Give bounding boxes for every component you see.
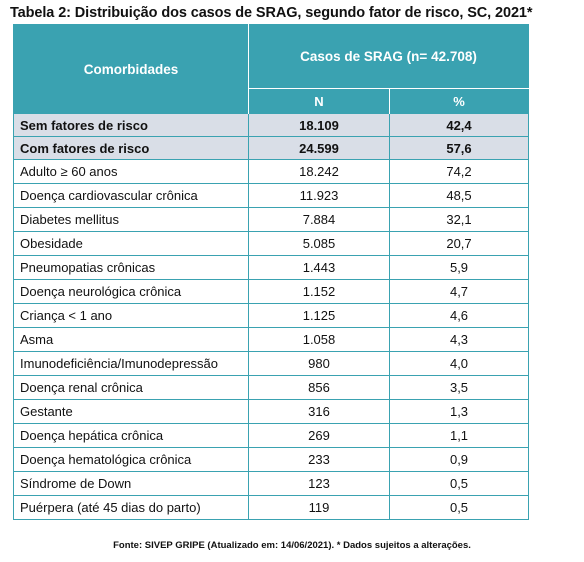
group-row: Com fatores de risco 24.599 57,6	[13, 136, 529, 160]
row-pct: 4,3	[389, 327, 529, 352]
row-label: Doença cardiovascular crônica	[13, 183, 249, 208]
row-n: 1.443	[248, 255, 390, 280]
row-n: 269	[248, 423, 390, 448]
header-comorbidades: Comorbidades	[13, 24, 249, 114]
row-pct: 5,9	[389, 255, 529, 280]
table-row: Adulto ≥ 60 anos 18.242 74,2	[13, 159, 529, 184]
row-label: Asma	[13, 327, 249, 352]
table-row: Criança < 1 ano 1.125 4,6	[13, 303, 529, 328]
table-row: Doença neurológica crônica 1.152 4,7	[13, 279, 529, 304]
row-label: Doença renal crônica	[13, 375, 249, 400]
row-n: 24.599	[248, 136, 390, 160]
group-row: Sem fatores de risco 18.109 42,4	[13, 114, 529, 137]
row-pct: 57,6	[389, 136, 529, 160]
header-n: N	[248, 88, 390, 114]
row-label: Doença neurológica crônica	[13, 279, 249, 304]
row-pct: 0,5	[389, 495, 529, 520]
row-pct: 0,9	[389, 447, 529, 472]
risk-factor-table: Comorbidades Casos de SRAG (n= 42.708) N…	[13, 24, 530, 520]
row-label: Com fatores de risco	[13, 136, 249, 160]
table-row: Diabetes mellitus 7.884 32,1	[13, 207, 529, 232]
table-row: Asma 1.058 4,3	[13, 327, 529, 352]
table-row: Imunodeficiência/Imunodepressão 980 4,0	[13, 351, 529, 376]
row-n: 18.109	[248, 114, 390, 137]
row-label: Doença hepática crônica	[13, 423, 249, 448]
row-label: Síndrome de Down	[13, 471, 249, 496]
row-pct: 32,1	[389, 207, 529, 232]
source-note: Fonte: SIVEP GRIPE (Atualizado em: 14/06…	[113, 540, 471, 551]
row-label: Puérpera (até 45 dias do parto)	[13, 495, 249, 520]
table-row: Síndrome de Down 123 0,5	[13, 471, 529, 496]
row-n: 1.058	[248, 327, 390, 352]
row-pct: 4,6	[389, 303, 529, 328]
row-label: Gestante	[13, 399, 249, 424]
row-pct: 20,7	[389, 231, 529, 256]
row-pct: 4,0	[389, 351, 529, 376]
row-pct: 3,5	[389, 375, 529, 400]
row-n: 123	[248, 471, 390, 496]
row-pct: 1,3	[389, 399, 529, 424]
row-label: Obesidade	[13, 231, 249, 256]
row-label: Diabetes mellitus	[13, 207, 249, 232]
header-cases: Casos de SRAG (n= 42.708)	[248, 24, 529, 89]
row-n: 1.152	[248, 279, 390, 304]
table-row: Doença hepática crônica 269 1,1	[13, 423, 529, 448]
row-n: 233	[248, 447, 390, 472]
row-n: 5.085	[248, 231, 390, 256]
row-n: 1.125	[248, 303, 390, 328]
row-label: Imunodeficiência/Imunodepressão	[13, 351, 249, 376]
table-row: Doença cardiovascular crônica 11.923 48,5	[13, 183, 529, 208]
row-label: Sem fatores de risco	[13, 114, 249, 137]
row-pct: 42,4	[389, 114, 529, 137]
row-label: Criança < 1 ano	[13, 303, 249, 328]
row-n: 856	[248, 375, 390, 400]
row-pct: 48,5	[389, 183, 529, 208]
header-pct: %	[389, 88, 529, 114]
row-n: 119	[248, 495, 390, 520]
row-pct: 1,1	[389, 423, 529, 448]
row-n: 7.884	[248, 207, 390, 232]
table-row: Pneumopatias crônicas 1.443 5,9	[13, 255, 529, 280]
row-n: 11.923	[248, 183, 390, 208]
table-row: Obesidade 5.085 20,7	[13, 231, 529, 256]
row-n: 980	[248, 351, 390, 376]
table-row: Puérpera (até 45 dias do parto) 119 0,5	[13, 495, 529, 520]
table-row: Gestante 316 1,3	[13, 399, 529, 424]
row-label: Doença hematológica crônica	[13, 447, 249, 472]
row-pct: 0,5	[389, 471, 529, 496]
row-pct: 74,2	[389, 159, 529, 184]
row-label: Adulto ≥ 60 anos	[13, 159, 249, 184]
table-row: Doença renal crônica 856 3,5	[13, 375, 529, 400]
row-n: 316	[248, 399, 390, 424]
table-title: Tabela 2: Distribuição dos casos de SRAG…	[10, 5, 533, 21]
table-row: Doença hematológica crônica 233 0,9	[13, 447, 529, 472]
row-n: 18.242	[248, 159, 390, 184]
row-label: Pneumopatias crônicas	[13, 255, 249, 280]
row-pct: 4,7	[389, 279, 529, 304]
